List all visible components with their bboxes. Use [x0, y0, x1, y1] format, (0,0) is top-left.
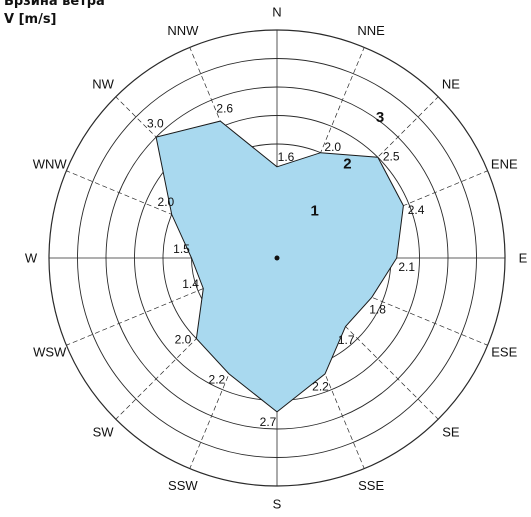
chart-labels: N NNE NE ENE E ESE SE SSE S SSW SW WSW W WNW NW NNW 1.6 2… — [25, 5, 528, 512]
direction-label-wsw: WSW — [33, 345, 67, 360]
value-label: 2.0 — [158, 195, 175, 209]
direction-label-nnw: NNW — [167, 23, 199, 38]
unit-label: V [m/s] — [4, 12, 57, 27]
direction-label-ene: ENE — [491, 156, 518, 171]
ring-label: 1 — [311, 202, 319, 219]
grid-spoke — [276, 257, 439, 420]
direction-label-ssw: SSW — [168, 478, 198, 493]
direction-label-e: E — [519, 251, 528, 266]
direction-label-nw: NW — [92, 77, 114, 92]
wind-speed-area — [155, 120, 404, 413]
chart-title: Брзина ветра — [4, 0, 105, 9]
direction-label-se: SE — [442, 424, 460, 439]
direction-label-sw: SW — [93, 424, 115, 439]
value-label: 1.5 — [173, 242, 190, 256]
value-label: 2.7 — [260, 415, 277, 429]
value-label: 2.0 — [175, 332, 192, 346]
direction-label-n: N — [272, 5, 281, 20]
value-label: 2.1 — [398, 260, 415, 274]
value-label: 2.2 — [312, 380, 329, 394]
center-dot — [274, 255, 280, 261]
direction-label-sse: SSE — [358, 478, 384, 493]
grid-spoke — [66, 257, 278, 346]
direction-label-ese: ESE — [491, 345, 517, 360]
ring-label: 2 — [343, 156, 351, 173]
value-label: 1.8 — [369, 302, 386, 316]
value-label: 1.7 — [338, 333, 355, 347]
value-label: 2.2 — [209, 373, 226, 387]
direction-label-ne: NE — [442, 77, 460, 92]
value-label: 1.4 — [182, 277, 199, 291]
grid-spoke — [276, 257, 488, 346]
value-label: 2.0 — [324, 140, 341, 154]
value-label: 2.6 — [216, 101, 233, 115]
value-label: 2.5 — [383, 150, 400, 164]
direction-label-nne: NNE — [357, 23, 385, 38]
direction-label-wnw: WNW — [33, 156, 68, 171]
direction-label-w: W — [25, 251, 38, 266]
value-label: 2.4 — [408, 203, 425, 217]
value-label: 3.0 — [147, 117, 164, 131]
ring-label: 3 — [376, 109, 384, 126]
direction-label-s: S — [273, 497, 282, 512]
value-label: 1.6 — [278, 150, 295, 164]
